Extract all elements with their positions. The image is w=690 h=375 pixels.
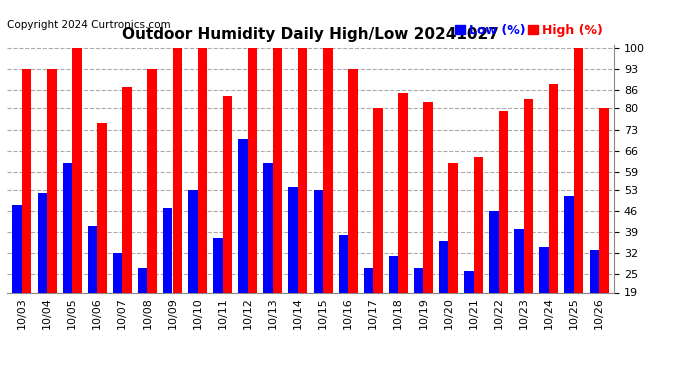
Bar bbox=[273, 48, 282, 350]
Bar bbox=[364, 268, 373, 350]
Bar bbox=[398, 93, 408, 350]
Bar bbox=[448, 163, 458, 350]
Title: Outdoor Humidity Daily High/Low 20241027: Outdoor Humidity Daily High/Low 20241027 bbox=[122, 27, 499, 42]
Bar bbox=[549, 84, 558, 350]
Bar bbox=[489, 211, 499, 350]
Bar bbox=[138, 268, 148, 350]
Bar bbox=[424, 102, 433, 350]
Bar bbox=[163, 208, 172, 350]
Bar bbox=[499, 111, 509, 350]
Bar bbox=[97, 123, 107, 350]
Bar bbox=[574, 48, 584, 350]
Bar bbox=[439, 241, 449, 350]
Bar bbox=[599, 108, 609, 350]
Bar bbox=[238, 139, 248, 350]
Bar bbox=[339, 235, 348, 350]
Bar bbox=[248, 48, 257, 350]
Bar bbox=[172, 48, 182, 350]
Bar bbox=[564, 196, 574, 350]
Bar bbox=[12, 205, 22, 350]
Bar bbox=[148, 69, 157, 350]
Bar bbox=[188, 190, 197, 350]
Legend: Low (%), High (%): Low (%), High (%) bbox=[451, 19, 608, 42]
Bar bbox=[37, 193, 47, 350]
Bar bbox=[264, 163, 273, 350]
Bar bbox=[524, 99, 533, 350]
Bar bbox=[72, 48, 81, 350]
Bar bbox=[197, 48, 207, 350]
Bar bbox=[47, 69, 57, 350]
Bar bbox=[348, 69, 357, 350]
Bar bbox=[323, 48, 333, 350]
Bar bbox=[464, 272, 473, 350]
Bar bbox=[313, 190, 323, 350]
Bar bbox=[414, 268, 424, 350]
Text: Copyright 2024 Curtronics.com: Copyright 2024 Curtronics.com bbox=[7, 20, 170, 30]
Bar bbox=[288, 187, 298, 350]
Bar bbox=[112, 253, 122, 350]
Bar bbox=[88, 226, 97, 350]
Bar bbox=[473, 157, 483, 350]
Bar bbox=[122, 87, 132, 350]
Bar bbox=[63, 163, 72, 350]
Bar bbox=[298, 48, 308, 350]
Bar bbox=[514, 229, 524, 350]
Bar bbox=[373, 108, 383, 350]
Bar bbox=[589, 250, 599, 350]
Bar bbox=[540, 247, 549, 350]
Bar bbox=[388, 256, 398, 350]
Bar bbox=[22, 69, 32, 350]
Bar bbox=[223, 96, 233, 350]
Bar bbox=[213, 238, 223, 350]
